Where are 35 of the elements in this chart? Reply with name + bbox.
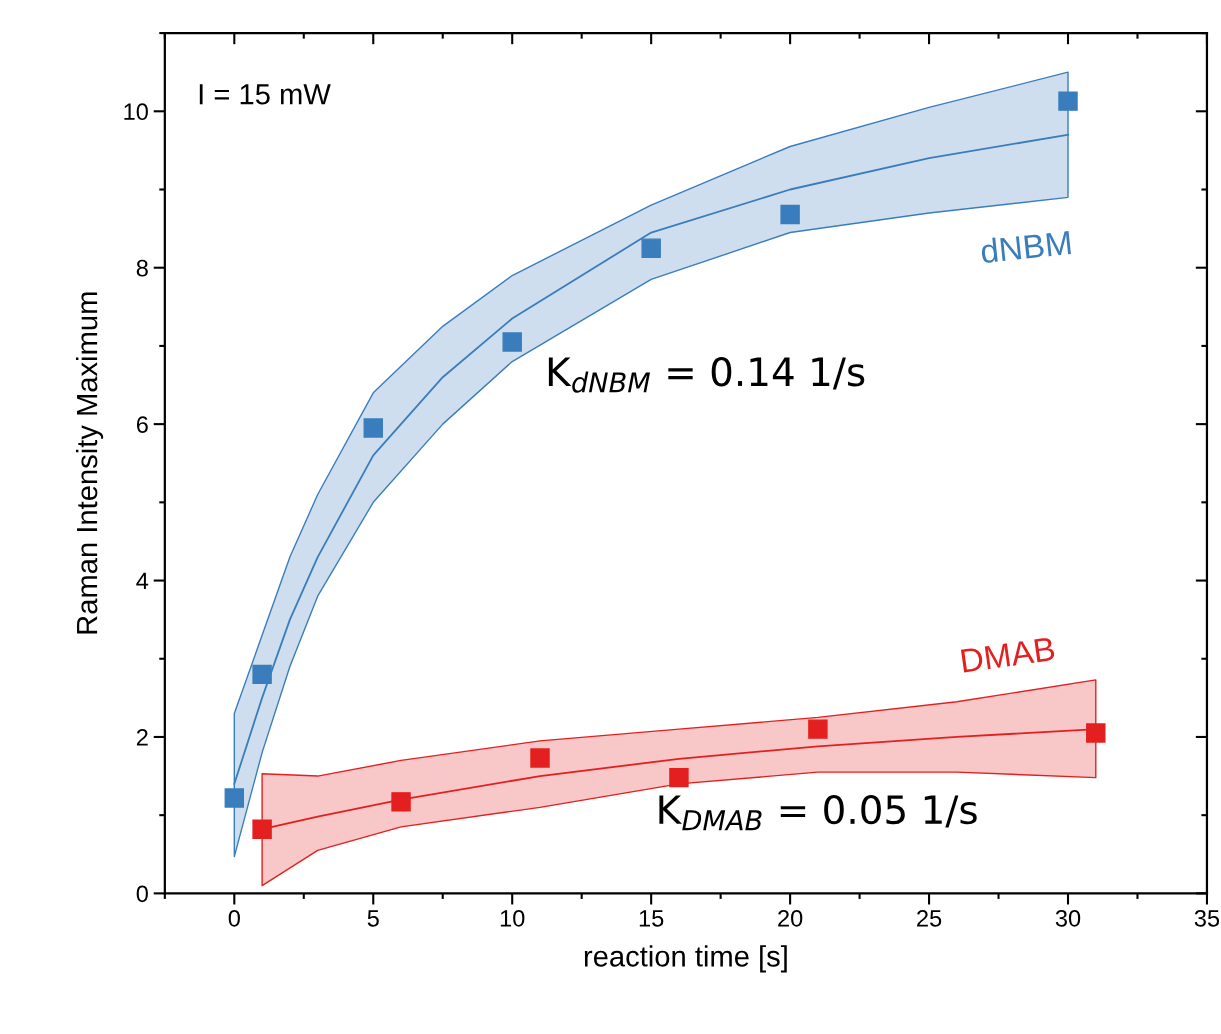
x-tick-label: 5 [367,910,379,927]
point [363,418,383,438]
text: DMAB [960,637,1056,673]
y-axis-title: Raman Intensity Maximum [75,292,104,634]
point [780,204,800,225]
x-tick-label: 10 [500,909,525,927]
x-tick-label: 15 [639,910,664,927]
text: dNBM [980,229,1071,264]
point [252,664,272,685]
x-tick-label: 35 [1194,909,1220,927]
x-tick-label: 25 [917,909,942,927]
point [808,719,828,739]
point [641,238,661,258]
point [252,819,272,839]
point [502,332,522,352]
x-tick-label: 30 [1055,909,1081,927]
point [224,788,245,808]
x-tick-label: 0 [228,909,240,927]
point [669,767,689,788]
annotation: K$_{dNBM}$ = 0.14 1/s [548,357,865,393]
point [1086,723,1106,743]
y-tick-label: 10 [124,103,148,121]
y-tick-label: 2 [136,729,148,746]
annotation: K$_{DMAB}$ = 0.05 1/s [659,794,977,831]
line-series [233,133,1069,785]
y-tick-label: 8 [136,259,148,277]
point [1058,91,1078,111]
x-tick-label: 20 [778,909,803,927]
y-tick-label: 0 [136,885,148,903]
point [391,792,411,812]
point [530,748,550,768]
y-tick-label: 6 [136,416,148,433]
y-tick-label: 4 [136,572,149,590]
x-axis-title: reaction time [s] [584,945,787,973]
annotation: I = 15 mW [199,84,331,105]
